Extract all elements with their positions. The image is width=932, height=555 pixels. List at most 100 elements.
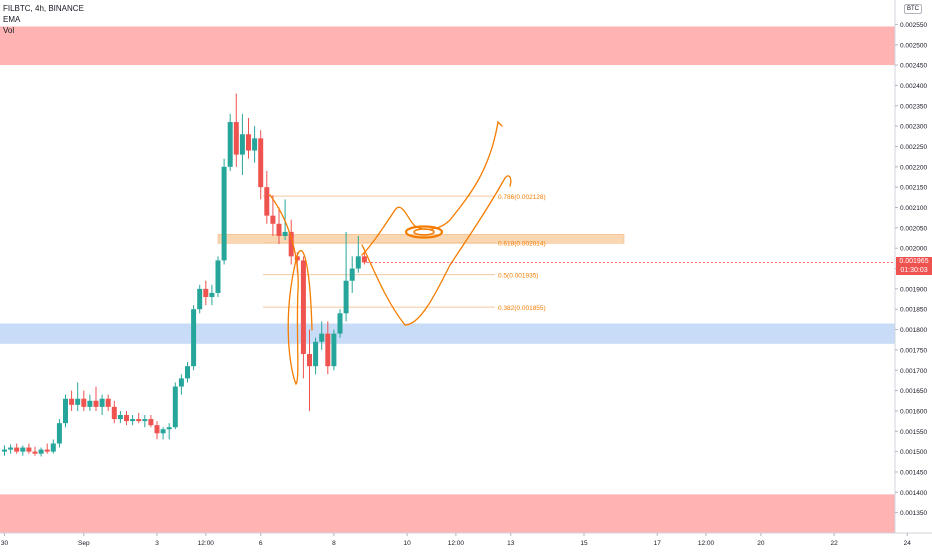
candle-57 [349, 268, 355, 281]
y-tick-label-17: 0.001700 [900, 368, 927, 375]
candle-36 [221, 166, 227, 261]
candle-8 [50, 443, 56, 452]
y-tick-label-3: 0.002400 [900, 83, 927, 90]
candle-1 [8, 447, 14, 450]
currency-label[interactable]: BTC [904, 4, 922, 14]
candle-5 [32, 451, 38, 454]
x-tick-label-5: 8 [332, 540, 336, 547]
symbol-title[interactable]: FILBTC, 4h, BINANCE [3, 4, 84, 13]
y-tick-label-6: 0.002250 [900, 144, 927, 151]
y-tick-label-21: 0.001500 [900, 449, 927, 456]
candle-11 [69, 398, 75, 405]
candle-30 [185, 366, 190, 379]
bar-countdown: 01:30:03 [900, 267, 928, 274]
candle-0 [2, 449, 7, 452]
candle-41 [252, 138, 258, 151]
y-tick-label-9: 0.002100 [900, 205, 927, 212]
y-tick-label-1: 0.002500 [900, 42, 927, 49]
candle-46 [282, 231, 288, 236]
candle-9 [56, 423, 62, 444]
current-price-value: 0.001965 [899, 258, 929, 265]
candle-14 [87, 400, 93, 407]
chart-legend: FILBTC, 4h, BINANCE EMA Vol [3, 3, 84, 36]
candle-53 [325, 333, 331, 367]
candle-19 [117, 415, 123, 420]
y-tick-label-0: 0.002550 [900, 22, 927, 29]
y-tick-label-10: 0.002050 [900, 225, 927, 232]
y-tick-label-22: 0.001450 [900, 469, 927, 476]
x-tick-label-1: Sep [78, 540, 90, 547]
y-tick-label-24: 0.001350 [900, 510, 927, 517]
candle-27 [166, 427, 172, 430]
y-tick-label-2: 0.002450 [900, 63, 927, 70]
projection-path-0 [269, 194, 313, 386]
candle-55 [337, 313, 343, 334]
candle-28 [172, 386, 178, 428]
zone-rect-2 [0, 323, 895, 344]
x-tick-label-2: 3 [155, 540, 159, 547]
candle-12 [75, 398, 81, 405]
x-tick-label-4: 6 [259, 540, 263, 547]
fib-label-2: 0.5(0.001935) [498, 273, 538, 280]
indicator-ema[interactable]: EMA [3, 15, 21, 24]
candle-2 [14, 447, 20, 452]
candle-15 [93, 400, 99, 407]
y-tick-label-23: 0.001400 [900, 490, 927, 497]
candle-49 [300, 260, 306, 354]
x-tick-label-14: 24 [904, 540, 912, 547]
zone-rect-1 [0, 494, 895, 533]
y-tick-label-11: 0.002000 [900, 246, 927, 253]
candle-4 [26, 447, 32, 452]
y-tick-label-16: 0.001750 [900, 347, 927, 354]
candle-24 [148, 419, 154, 426]
candle-50 [307, 353, 312, 367]
x-tick-label-10: 17 [654, 540, 662, 547]
fib-label-1: 0.618(0.002014) [498, 240, 546, 247]
x-tick-label-0: 30 [1, 540, 9, 547]
time-axis-bg [0, 533, 932, 550]
candle-20 [124, 415, 129, 422]
candle-13 [81, 398, 87, 407]
x-tick-label-7: 12:00 [448, 540, 465, 547]
candle-17 [105, 398, 111, 407]
candle-18 [111, 406, 117, 420]
candle-32 [197, 288, 203, 310]
candle-51 [313, 341, 319, 367]
candle-6 [38, 449, 44, 454]
drawing-group [269, 120, 512, 386]
fib-label-0: 0.786(0.002128) [498, 194, 546, 201]
y-tick-label-13: 0.001900 [900, 286, 927, 293]
candle-25 [154, 425, 160, 434]
candle-42 [258, 138, 264, 188]
candle-23 [142, 419, 148, 422]
candle-39 [239, 134, 245, 155]
candle-33 [203, 288, 209, 298]
candle-22 [136, 419, 142, 422]
candle-44 [270, 215, 276, 224]
x-tick-label-6: 10 [403, 540, 411, 547]
target-circle-icon [404, 225, 444, 239]
x-tick-label-11: 12:00 [698, 540, 715, 547]
candle-21 [130, 419, 136, 422]
x-tick-label-13: 22 [830, 540, 838, 547]
candle-31 [191, 309, 197, 367]
zone-rect-0 [0, 26, 895, 66]
candle-52 [319, 333, 325, 342]
candle-7 [44, 449, 50, 452]
candle-16 [99, 398, 105, 407]
fib-label-3: 0.382(0.001855) [498, 305, 546, 312]
candle-37 [227, 122, 233, 167]
candle-56 [343, 280, 349, 314]
x-tick-label-12: 20 [757, 540, 765, 547]
indicator-vol[interactable]: Vol [3, 26, 15, 35]
target-circle-inner-icon [413, 228, 435, 236]
candle-38 [233, 122, 239, 155]
candle-59 [361, 256, 367, 263]
current-price-badge: 0.001965 01:30:03 [896, 257, 932, 275]
y-tick-label-20: 0.001550 [900, 429, 927, 436]
y-tick-label-18: 0.001650 [900, 388, 927, 395]
candle-35 [215, 260, 221, 293]
y-tick-label-19: 0.001600 [900, 408, 927, 415]
